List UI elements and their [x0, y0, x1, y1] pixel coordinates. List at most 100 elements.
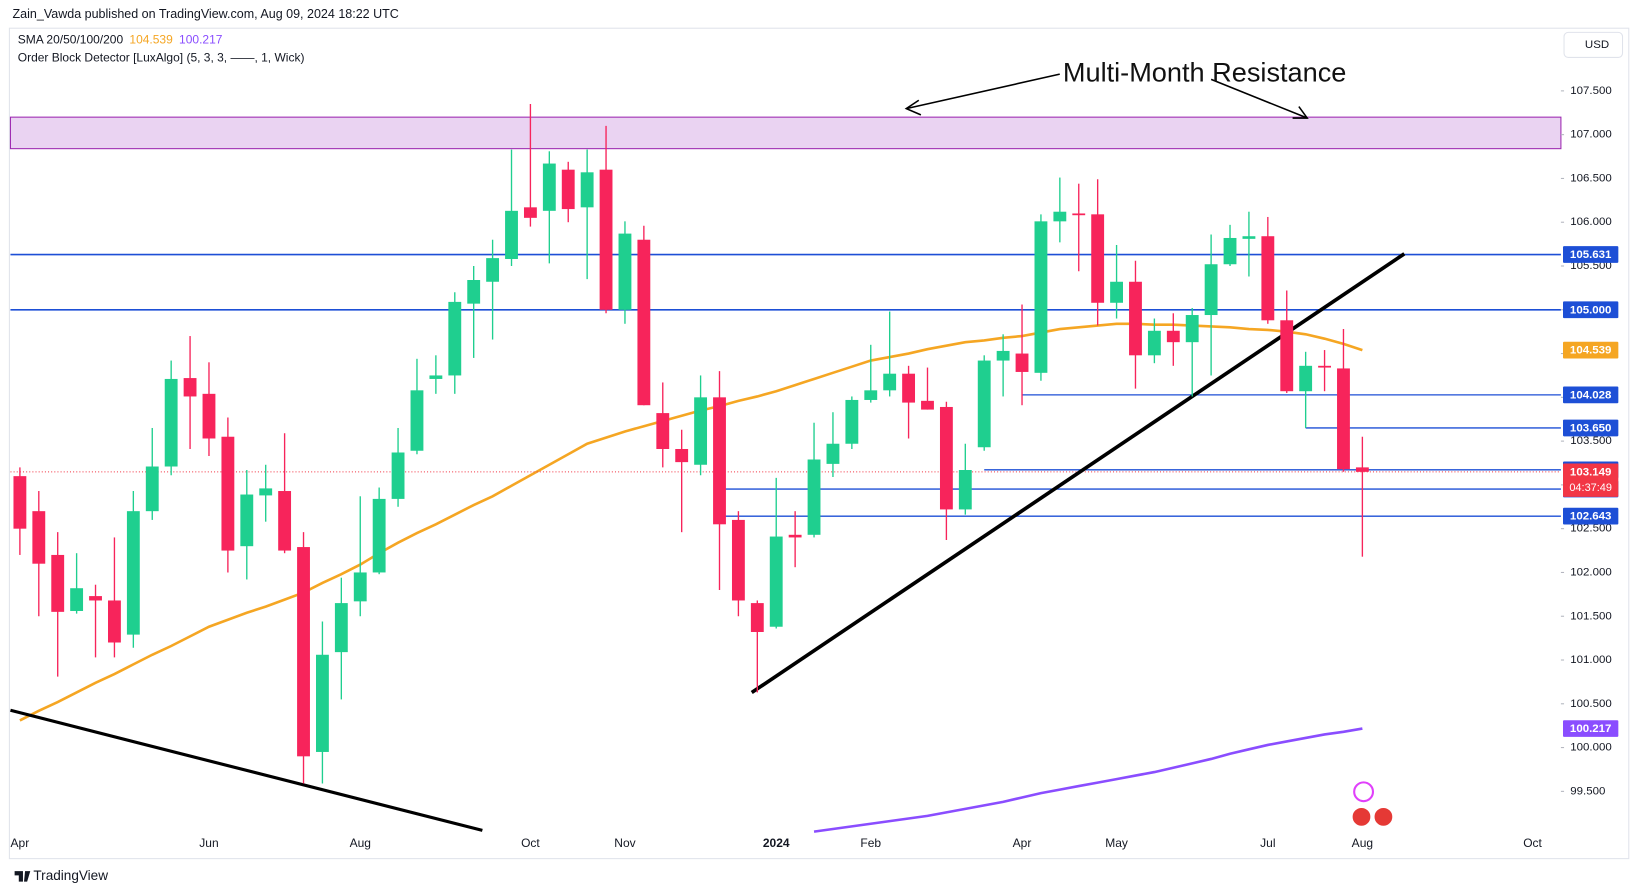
axis-price-label: 102.643 — [1570, 511, 1611, 523]
candle-body — [656, 413, 670, 449]
candle-body — [1299, 365, 1313, 392]
candle-body — [334, 603, 348, 653]
chart-frame — [8, 27, 1630, 860]
axis-price-box — [1563, 386, 1619, 404]
candle-body — [259, 488, 273, 496]
candle-body — [883, 373, 897, 391]
event-icon[interactable] — [1353, 781, 1375, 803]
candle-body — [467, 280, 481, 304]
attribution: Zain_Vawda published on TradingView.com,… — [13, 7, 399, 21]
candle-body — [1355, 467, 1369, 472]
candle-body — [1110, 281, 1123, 303]
sma-line — [813, 727, 1363, 833]
candle-body — [580, 172, 594, 208]
candle-body — [221, 436, 235, 551]
arrow — [1210, 78, 1308, 119]
event-icon[interactable] — [1351, 806, 1372, 827]
y-tick-label: 101.000 — [1570, 654, 1611, 666]
candle-body — [1318, 365, 1331, 368]
arrow — [906, 73, 1060, 110]
sma-value: 104.539 — [129, 33, 173, 47]
last-price-label: 103.149 — [1570, 466, 1611, 478]
candle-body — [410, 390, 424, 451]
currency[interactable]: USD — [1585, 39, 1609, 51]
axis-price-box — [1563, 341, 1619, 359]
indicator-sma-name: SMA 20/50/100/200 — [18, 33, 124, 47]
y-tick-label: 107.000 — [1570, 129, 1611, 141]
candle-body — [297, 547, 310, 757]
x-tick-label: Jun — [199, 836, 218, 850]
axis-price-label: 103.650 — [1570, 423, 1611, 435]
countdown: 04:37:49 — [1569, 482, 1612, 494]
axis-price-box — [1563, 720, 1619, 737]
candle-body — [505, 210, 518, 259]
y-tick-label: 105.500 — [1570, 260, 1611, 272]
candle-body — [939, 406, 953, 510]
axis-price-label: 105.631 — [1570, 249, 1612, 261]
axis-price-label: 104.028 — [1570, 389, 1612, 401]
candle-body — [353, 572, 367, 602]
y-tick-label: 100.500 — [1570, 698, 1611, 710]
y-tick-label: 102.500 — [1570, 523, 1611, 535]
y-tick-label: 107.500 — [1570, 85, 1611, 97]
candle-body — [599, 169, 613, 310]
candle-body — [921, 400, 934, 410]
candles-layer — [13, 104, 1369, 784]
candle-body — [1261, 236, 1275, 321]
trendline — [10, 708, 483, 832]
candle-body — [429, 375, 443, 379]
resistance-zone — [9, 116, 1562, 150]
brand-logo — [14, 871, 31, 882]
event-icon[interactable] — [1373, 806, 1394, 827]
candle-body — [750, 603, 764, 632]
candle-body — [315, 654, 329, 752]
axis-price-label: 104.539 — [1570, 345, 1611, 357]
last-price-box — [1563, 463, 1619, 497]
y-tick-label: 102.000 — [1570, 566, 1611, 578]
sma-value: 100.217 — [179, 33, 223, 47]
candle-body — [958, 470, 972, 510]
indicator-ob: Order Block Detector [LuxAlgo] (5, 3, 3,… — [18, 51, 305, 65]
indicator-sma: SMA 20/50/100/200 104.539 100.217 — [18, 33, 223, 47]
axis-price-label: 100.217 — [1570, 723, 1611, 735]
x-tick-label: 2024 — [763, 836, 790, 850]
candle-body — [523, 207, 537, 218]
candle-body — [1166, 330, 1180, 343]
trendlines — [10, 73, 1406, 832]
candle-body — [70, 588, 84, 611]
candle-body — [713, 397, 726, 525]
candle-body — [826, 443, 840, 464]
brand: TradingView — [33, 868, 108, 883]
candle-body — [675, 448, 689, 463]
trendline — [750, 252, 1406, 695]
candle-body — [1034, 221, 1048, 373]
candle-body — [1129, 281, 1142, 356]
candle-body — [1223, 237, 1237, 265]
candle-body — [1091, 214, 1105, 303]
x-tick-label: Apr — [1013, 836, 1032, 850]
axis-price-label: 105.000 — [1570, 304, 1611, 316]
candle-body — [51, 554, 65, 612]
candle-body — [1337, 368, 1350, 470]
candle-body — [1280, 320, 1294, 392]
candle-body — [845, 399, 859, 444]
candle-body — [89, 596, 102, 601]
candle-body — [542, 163, 556, 211]
candle-body — [977, 360, 991, 448]
y-tick-label: 100.000 — [1570, 742, 1611, 754]
candle-body — [618, 233, 632, 310]
x-tick-label: Feb — [860, 836, 881, 850]
candle-body — [1204, 264, 1218, 316]
x-tick-label: Jul — [1260, 836, 1275, 850]
y-tick-label: 106.500 — [1570, 172, 1611, 184]
x-tick-label: Aug — [350, 836, 371, 850]
currency-button[interactable] — [1563, 31, 1624, 58]
candle-body — [32, 511, 46, 564]
candle-body — [448, 301, 462, 376]
candle-body — [694, 397, 708, 465]
candle-body — [1147, 330, 1161, 356]
candle-body — [637, 239, 651, 406]
axis-price-box — [1563, 507, 1619, 525]
candle-body — [864, 390, 878, 400]
